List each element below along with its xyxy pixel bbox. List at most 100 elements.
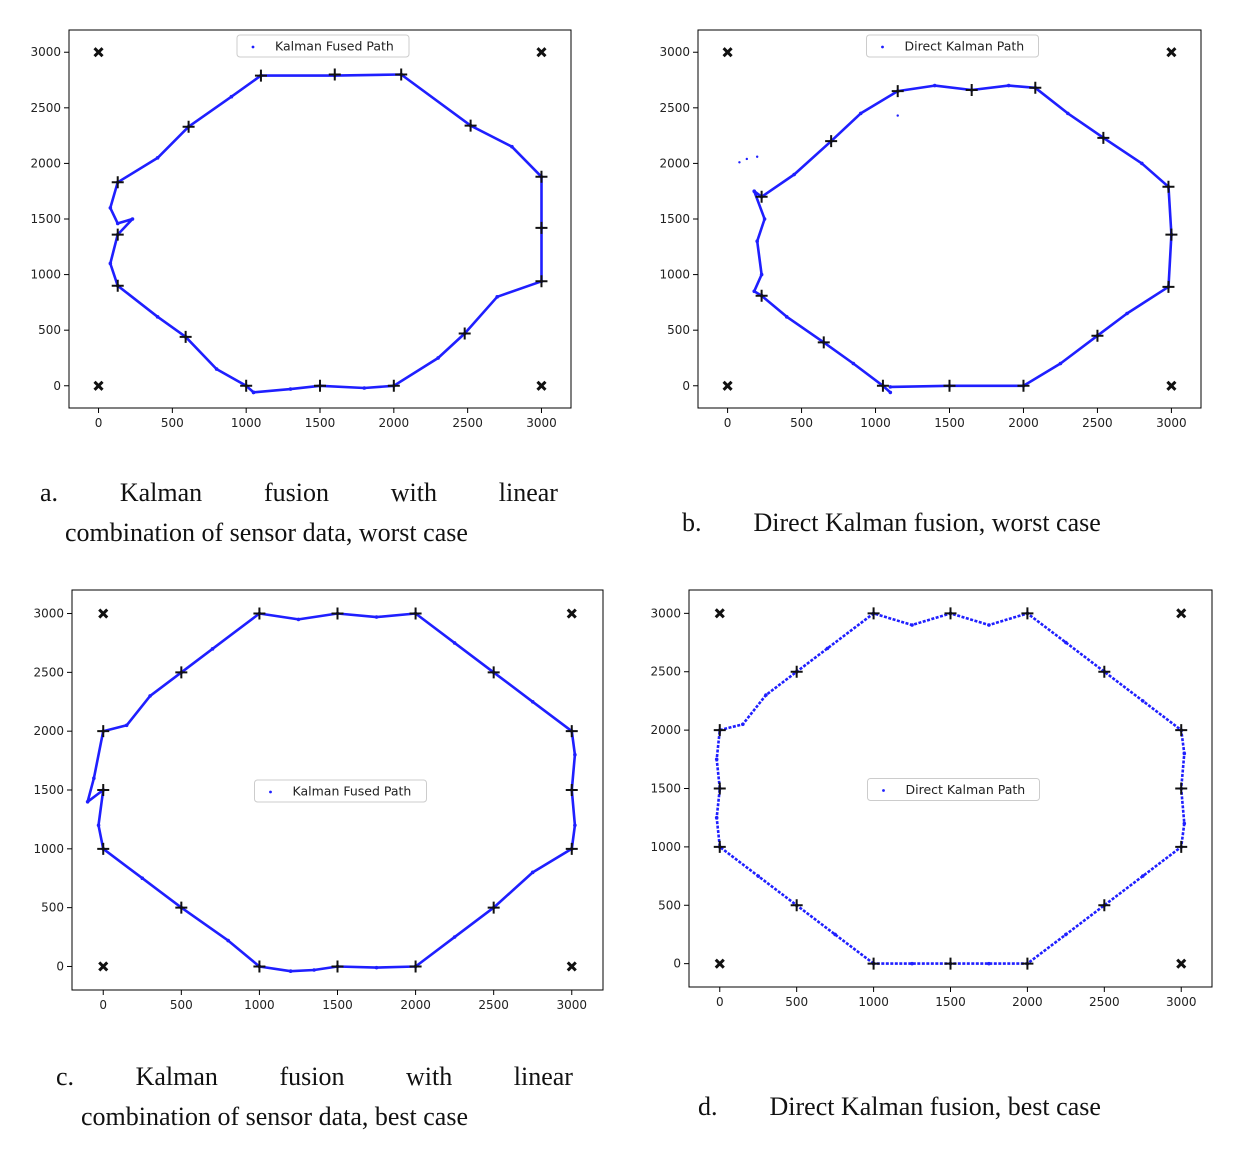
path-point (573, 823, 577, 828)
waypoint-marker (1098, 665, 1111, 678)
path-trace (86, 612, 577, 973)
waypoint-marker (713, 840, 726, 853)
path-point (495, 295, 499, 299)
path-point (714, 757, 719, 762)
x-tick-label: 2000 (400, 998, 431, 1012)
waypoint-marker (867, 957, 880, 970)
caption-a-line2: combination of sensor data, worst case (65, 518, 468, 547)
path-point (155, 315, 160, 319)
legend-label: Direct Kalman Path (905, 39, 1025, 54)
path-point (759, 272, 764, 277)
chart-panel-c: 0 500 1000 1500 2000 2500 3000 0 500 1000 1500 2000… (0, 0, 621, 1012)
y-tick-label: 500 (667, 323, 690, 337)
legend-label: Direct Kalman Path (906, 782, 1026, 797)
corner-x-marker (566, 961, 577, 972)
path-point (108, 261, 113, 266)
waypoint-marker (328, 68, 341, 81)
path-point (108, 206, 113, 210)
x-tick-label: 2500 (478, 998, 509, 1012)
path-point (210, 647, 215, 651)
path-point (436, 356, 440, 360)
x-tick-label: 1000 (860, 416, 891, 430)
legend-label: Kalman Fused Path (275, 39, 394, 54)
waypoint-marker (755, 289, 768, 302)
corner-x-marker (1176, 958, 1187, 969)
path-point (714, 815, 719, 820)
path-point (752, 289, 757, 294)
path-point (229, 94, 234, 99)
path-point (573, 752, 577, 757)
stray-point (896, 114, 899, 117)
stray-point (745, 157, 749, 161)
y-tick-label: 2500 (650, 665, 681, 679)
chart-panel-d: 0 500 1000 1500 2000 2500 3000 0 500 1000 1500 2000… (650, 589, 1213, 1009)
waypoint-marker (331, 960, 344, 973)
corner-x-marker (722, 380, 733, 391)
y-tick-label: 2000 (30, 156, 61, 170)
path-point (452, 935, 457, 939)
x-tick-label: 0 (716, 995, 724, 1009)
waypoint-marker (1162, 280, 1175, 293)
x-tick-label: 3000 (526, 416, 557, 430)
path-point (1140, 161, 1144, 166)
waypoint-marker (175, 901, 188, 914)
x-tick-label: 1000 (231, 416, 262, 430)
path-point (510, 144, 514, 149)
path-point (362, 386, 367, 390)
caption-b-text: b. Direct Kalman fusion, worst case (682, 508, 1101, 537)
x-tick-label: 2000 (1008, 416, 1039, 430)
path-point (1125, 311, 1129, 316)
path-point (226, 938, 230, 943)
waypoint-marker (535, 275, 548, 288)
waypoint-marker (1021, 607, 1034, 620)
waypoint-marker (891, 85, 904, 98)
corner-x-marker (98, 961, 109, 972)
waypoint-marker (944, 607, 957, 620)
y-tick-label: 0 (673, 957, 681, 971)
caption-a-line1: a. Kalman fusion with linear (40, 478, 558, 508)
path-point (96, 823, 101, 828)
x-tick-label: 3000 (1156, 416, 1187, 430)
path-point (85, 799, 90, 804)
path-point (1058, 361, 1063, 366)
waypoint-marker (565, 842, 578, 855)
path-point (888, 390, 893, 395)
y-tick-label: 1000 (30, 268, 61, 282)
y-tick-label: 500 (658, 898, 681, 912)
x-tick-label: 0 (724, 416, 732, 430)
waypoint-marker (944, 957, 957, 970)
waypoint-marker (1021, 957, 1034, 970)
path-point (530, 870, 535, 875)
waypoint-marker (409, 607, 422, 620)
x-tick-label: 0 (99, 998, 107, 1012)
path-point (1140, 699, 1145, 703)
corner-x-marker (1166, 47, 1177, 58)
waypoint-marker (387, 379, 400, 392)
path-point (987, 623, 991, 627)
legend-marker (882, 789, 885, 792)
chart-panel-b: 0 500 1000 1500 2000 2500 3000 0 500 1000 1500 2000… (0, 0, 1242, 440)
waypoint-marker (535, 221, 548, 234)
path-point (140, 876, 145, 881)
waypoint-marker (755, 190, 768, 203)
legend-box (867, 778, 1040, 801)
x-tick-label: 1500 (934, 416, 965, 430)
path-point (932, 83, 937, 88)
waypoint-marker (1175, 782, 1188, 795)
legend-marker (269, 790, 272, 794)
y-tick-label: 3000 (650, 606, 681, 620)
x-tick-label: 0 (95, 416, 103, 430)
caption-c-line1: c. Kalman fusion with linear (56, 1062, 573, 1092)
waypoint-marker (464, 119, 477, 132)
caption-a-word: linear (498, 478, 558, 507)
waypoint-marker (965, 84, 978, 97)
waypoint-marker (240, 379, 253, 392)
waypoint-marker (565, 725, 578, 738)
x-tick-label: 1000 (858, 995, 889, 1009)
caption-b: b. Direct Kalman fusion, worst case (669, 478, 1101, 538)
x-tick-label: 1500 (322, 998, 353, 1012)
path-point (784, 315, 789, 319)
caption-c-word: with (406, 1062, 453, 1091)
y-tick-label: 1500 (650, 782, 681, 796)
chart-c: 0 500 1000 1500 2000 2500 3000 0 500 1000 1500 2000… (33, 589, 604, 1012)
